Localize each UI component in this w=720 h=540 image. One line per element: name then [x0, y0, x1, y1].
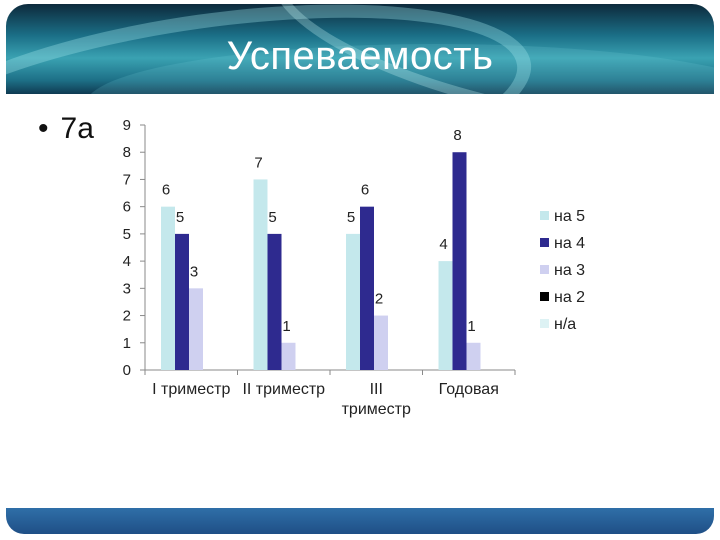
y-tick-label: 4: [123, 253, 131, 270]
bullet-dot: •: [38, 112, 49, 145]
bar: [438, 261, 453, 370]
data-label: 7: [254, 154, 262, 171]
y-tick-label: 9: [123, 117, 131, 134]
legend-swatch: [540, 292, 549, 301]
data-label: 5: [347, 209, 355, 226]
y-tick-label: 1: [123, 335, 131, 352]
bar: [374, 315, 388, 370]
x-tick-label: I триместр: [152, 381, 230, 398]
y-tick-label: 2: [123, 308, 131, 325]
bar: [452, 152, 467, 370]
data-label: 5: [268, 209, 276, 226]
data-label: 8: [453, 127, 461, 144]
legend-label: на 3: [554, 262, 585, 279]
data-label: 1: [282, 318, 290, 335]
legend-swatch: [540, 265, 549, 274]
legend-label: на 5: [554, 208, 585, 225]
bar: [360, 206, 374, 370]
x-tick-label: Годовая: [439, 381, 499, 398]
bar: [161, 206, 175, 370]
y-tick-label: 5: [123, 226, 131, 243]
x-tick-label: II триместр: [242, 381, 325, 398]
data-label: 2: [375, 291, 383, 308]
bar: [466, 342, 481, 370]
legend-swatch: [540, 319, 549, 328]
data-label: 6: [162, 182, 170, 199]
legend-label: н/а: [554, 316, 576, 333]
data-label: 1: [467, 318, 475, 335]
y-tick-label: 6: [123, 199, 131, 216]
data-label: 6: [361, 182, 369, 199]
bar: [175, 233, 189, 370]
legend-label: на 4: [554, 235, 585, 252]
legend-swatch: [540, 211, 549, 220]
footer-bar: [6, 508, 714, 534]
legend-swatch: [540, 238, 549, 247]
bar: [253, 179, 268, 370]
bar: [189, 288, 203, 370]
y-tick-label: 0: [123, 362, 131, 379]
slide-title: Успеваемость: [226, 34, 494, 78]
y-tick-label: 7: [123, 171, 131, 188]
bar: [267, 233, 282, 370]
y-tick-label: 8: [123, 144, 131, 161]
legend-label: на 2: [554, 289, 585, 306]
x-tick-label: триместр: [342, 401, 411, 418]
x-tick-label: III: [370, 381, 383, 398]
bullet-item: • 7а: [38, 112, 94, 146]
data-label: 4: [439, 236, 447, 253]
data-label: 5: [176, 209, 184, 226]
y-tick-label: 3: [123, 280, 131, 297]
bar: [281, 342, 296, 370]
header-banner: [6, 4, 714, 94]
data-label: 3: [190, 263, 198, 280]
bullet-label: 7а: [60, 112, 94, 145]
bar: [346, 233, 360, 370]
